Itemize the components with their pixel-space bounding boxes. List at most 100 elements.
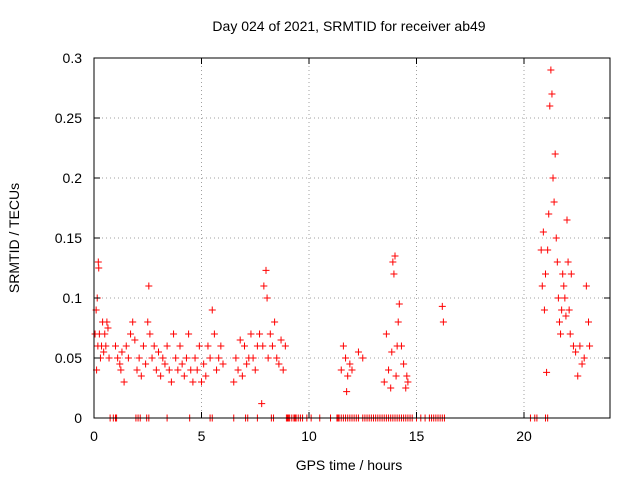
data-point — [566, 330, 574, 338]
data-point — [159, 354, 167, 362]
data-point — [234, 366, 242, 374]
data-point — [202, 372, 210, 380]
data-point — [557, 330, 565, 338]
data-point — [208, 306, 216, 314]
data-point — [120, 378, 128, 386]
data-point — [268, 342, 276, 350]
data-point — [404, 378, 412, 386]
data-point — [172, 354, 180, 362]
y-tick-label: 0.2 — [63, 170, 83, 186]
data-point — [546, 102, 554, 110]
data-point — [558, 306, 566, 314]
data-point — [243, 360, 251, 368]
data-point — [133, 366, 141, 374]
data-point — [118, 348, 126, 356]
data-point — [213, 366, 221, 374]
data-point — [542, 270, 549, 278]
x-tick-label: 10 — [301, 428, 317, 444]
data-point — [116, 360, 124, 368]
data-point — [382, 330, 390, 338]
data-point — [538, 282, 546, 290]
data-point — [585, 318, 592, 326]
data-point — [217, 342, 225, 350]
data-point — [359, 354, 367, 362]
data-point — [391, 252, 399, 260]
data-point — [249, 354, 257, 362]
data-point — [572, 348, 580, 356]
data-point — [215, 354, 223, 362]
data-point — [545, 210, 553, 218]
data-point — [95, 264, 103, 272]
data-point — [547, 66, 555, 74]
data-point — [388, 348, 396, 356]
y-axis-label: SRMTID / TECUs — [6, 183, 22, 293]
data-point — [247, 330, 255, 338]
data-point — [180, 372, 188, 380]
data-point — [552, 234, 560, 242]
x-tick-label: 5 — [198, 428, 206, 444]
data-point — [193, 366, 201, 374]
data-point — [122, 342, 130, 350]
data-point — [152, 366, 160, 374]
data-point — [165, 366, 173, 374]
data-point — [553, 258, 561, 266]
data-point — [387, 384, 395, 392]
data-point — [206, 354, 214, 362]
data-points — [91, 66, 594, 422]
data-point — [251, 366, 259, 374]
data-point — [544, 246, 552, 254]
data-point — [565, 306, 573, 314]
data-point — [392, 372, 400, 380]
data-point — [174, 366, 182, 374]
data-point — [346, 360, 354, 368]
data-point — [198, 378, 205, 386]
data-point — [550, 198, 558, 206]
y-axis-ticks: 0 0.05 0.1 0.15 0.2 0.25 0.3 — [55, 50, 610, 426]
data-point — [569, 342, 577, 350]
data-point — [182, 354, 190, 362]
data-point — [155, 348, 162, 356]
data-point — [148, 354, 156, 362]
data-point — [348, 366, 356, 374]
data-point — [260, 282, 268, 290]
data-point — [275, 360, 283, 368]
data-point — [256, 330, 264, 338]
data-point — [163, 342, 171, 350]
data-point — [402, 384, 410, 392]
data-point — [167, 378, 175, 386]
data-point — [400, 360, 408, 368]
data-point — [204, 342, 212, 350]
data-point — [210, 330, 218, 338]
data-point — [157, 372, 165, 380]
data-point — [103, 318, 111, 326]
data-point — [560, 282, 568, 290]
data-point — [219, 360, 227, 368]
data-point — [559, 270, 567, 278]
data-point — [564, 258, 572, 266]
data-point — [94, 258, 102, 266]
data-point — [145, 282, 153, 290]
data-point — [170, 330, 178, 338]
data-point — [337, 366, 345, 374]
data-point — [549, 174, 557, 182]
y-tick-label: 0.1 — [63, 290, 83, 306]
data-point — [142, 360, 150, 368]
x-tick-label: 20 — [516, 428, 532, 444]
data-point — [582, 282, 590, 290]
y-tick-label: 0.25 — [55, 110, 82, 126]
x-axis-ticks: 0 5 10 15 20 — [90, 58, 532, 444]
data-point — [390, 270, 398, 278]
data-point — [380, 378, 388, 386]
data-point — [101, 330, 109, 338]
data-point — [563, 216, 571, 224]
y-tick-label: 0.05 — [55, 350, 82, 366]
data-point — [127, 330, 135, 338]
data-point — [540, 306, 548, 314]
data-point — [262, 266, 270, 274]
data-point — [439, 318, 447, 326]
data-point — [150, 342, 158, 350]
data-point — [176, 342, 184, 350]
data-point — [238, 372, 246, 380]
data-point — [263, 294, 271, 302]
data-point — [146, 330, 154, 338]
